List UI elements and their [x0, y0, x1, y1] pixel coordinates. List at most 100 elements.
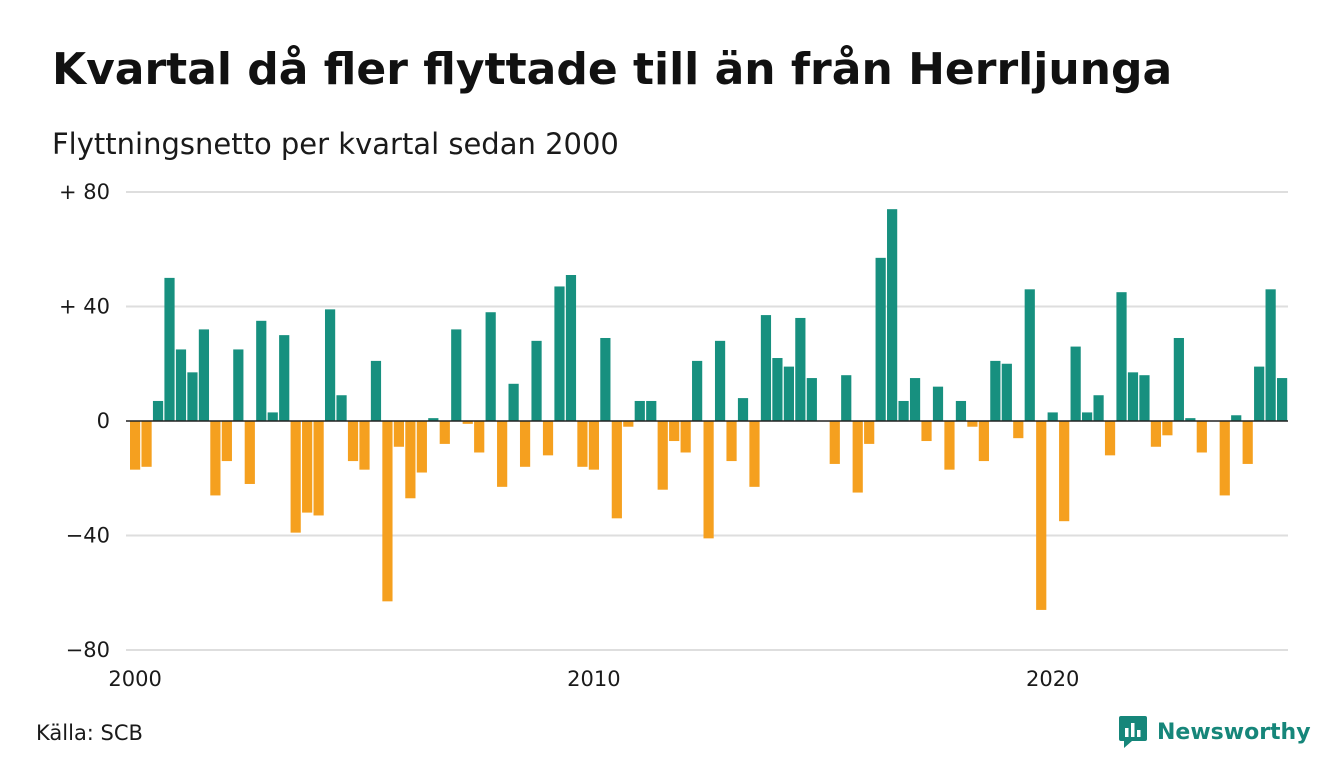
bar	[737, 398, 749, 421]
bar-chart: + 80 + 40 0 −40 −80 2000 2010 2020	[59, 180, 1288, 691]
bar	[256, 320, 267, 421]
bar	[416, 421, 427, 473]
bar	[588, 421, 599, 470]
bar	[359, 421, 370, 470]
bar	[749, 421, 760, 487]
y-tick-label: 0	[97, 409, 110, 433]
bar	[233, 349, 244, 421]
bar	[279, 335, 290, 422]
bar	[519, 421, 531, 467]
bar	[1013, 421, 1024, 439]
bar	[1047, 412, 1058, 421]
bar	[760, 315, 772, 421]
bar	[806, 378, 817, 421]
bar	[1001, 363, 1012, 421]
x-tick-label: 2010	[567, 667, 620, 691]
bar	[898, 400, 909, 421]
bar	[577, 421, 588, 467]
y-tick-label: −80	[66, 638, 110, 662]
bar	[978, 421, 989, 462]
bar	[152, 400, 164, 421]
brand-logo: Newsworthy	[1118, 712, 1311, 752]
bar	[909, 378, 921, 421]
bar	[955, 400, 967, 421]
bar	[1196, 421, 1207, 453]
bar	[1173, 337, 1184, 421]
bar	[1082, 412, 1093, 421]
bar	[1254, 366, 1265, 421]
bar	[634, 400, 645, 421]
bar	[657, 421, 668, 490]
bar	[990, 360, 1001, 421]
bar	[1219, 421, 1230, 496]
bar	[141, 421, 152, 467]
bar	[474, 421, 485, 453]
chart-title: Kvartal då fler flyttade till än från He…	[52, 44, 1173, 95]
bar	[1185, 418, 1196, 421]
bar	[703, 421, 714, 539]
bar	[1277, 378, 1288, 421]
bar	[1162, 421, 1173, 436]
bar	[1139, 375, 1150, 421]
bar	[405, 421, 416, 499]
bar	[497, 421, 508, 487]
bar	[1024, 289, 1035, 421]
bar	[439, 421, 450, 444]
bar	[967, 421, 978, 427]
bar	[428, 418, 439, 421]
bar	[554, 286, 565, 421]
bar	[1070, 346, 1081, 421]
bar	[1127, 372, 1139, 421]
bar	[336, 395, 347, 421]
bar	[187, 372, 198, 421]
newsworthy-logo-icon	[1119, 716, 1147, 748]
bar	[1104, 421, 1116, 456]
bar	[313, 421, 324, 516]
bars	[130, 209, 1288, 610]
y-tick-label: −40	[66, 524, 110, 548]
bar	[302, 421, 313, 513]
bar	[646, 400, 657, 421]
bar	[175, 349, 187, 421]
bar	[221, 421, 232, 462]
x-tick-label: 2020	[1026, 667, 1079, 691]
bar	[680, 421, 691, 453]
x-tick-label: 2000	[108, 667, 161, 691]
bar	[1265, 289, 1276, 421]
bar	[1242, 421, 1253, 464]
bar	[944, 421, 955, 470]
bar	[393, 421, 405, 447]
bar	[370, 360, 382, 421]
bar	[921, 421, 932, 442]
brand-name: Newsworthy	[1157, 719, 1311, 745]
bar	[841, 375, 852, 421]
source-note: Källa: SCB	[36, 721, 143, 745]
bar	[783, 366, 794, 421]
bar	[324, 309, 336, 421]
bar	[531, 340, 542, 421]
bar	[623, 421, 634, 427]
bar	[726, 421, 737, 462]
bar	[600, 337, 611, 421]
bar	[267, 412, 278, 421]
bar	[290, 421, 301, 533]
bar	[462, 421, 473, 424]
bar	[692, 360, 703, 421]
bar	[210, 421, 221, 496]
axes: + 80 + 40 0 −40 −80 2000 2010 2020	[59, 180, 1288, 691]
bar	[485, 312, 496, 421]
bar	[130, 421, 141, 470]
bar	[772, 358, 783, 421]
bar	[1093, 395, 1104, 421]
bar	[875, 257, 886, 421]
bar	[244, 421, 255, 484]
bar	[829, 421, 840, 464]
y-tick-label: + 40	[59, 295, 110, 319]
bar	[932, 386, 944, 421]
bar	[795, 317, 806, 421]
bar	[1036, 421, 1047, 610]
bar	[714, 340, 726, 421]
bar	[565, 275, 577, 421]
y-tick-label: + 80	[59, 180, 110, 204]
chart-subtitle: Flyttningsnetto per kvartal sedan 2000	[52, 127, 619, 161]
